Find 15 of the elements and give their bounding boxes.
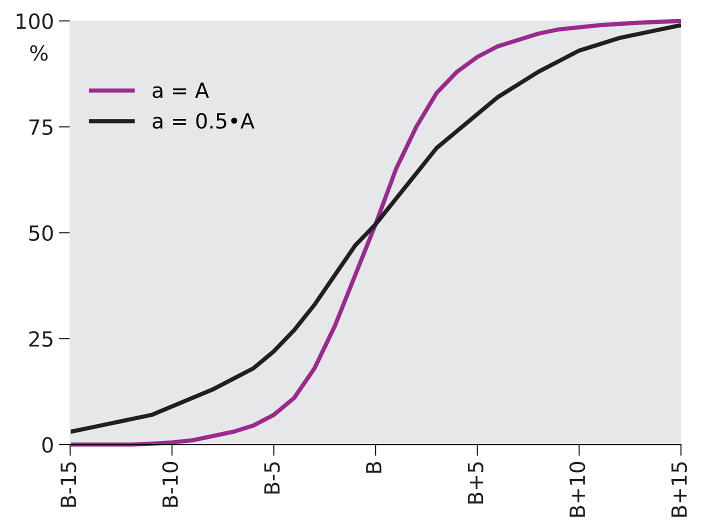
x-tick-label: B-5 <box>264 462 280 494</box>
legend-label: a = A <box>152 82 209 98</box>
y-tick-label: 25 <box>29 331 52 347</box>
y-axis-title: % <box>30 45 48 61</box>
x-tick-label: B <box>366 462 382 473</box>
y-tick-label: 75 <box>29 120 52 136</box>
x-tick-label: B-10 <box>162 462 178 507</box>
y-tick-label: 0 <box>42 437 53 453</box>
x-tick-label: B-15 <box>60 462 76 507</box>
legend-label: a = 0.5•A <box>152 112 254 129</box>
y-tick-label: 100 <box>16 13 53 30</box>
x-tick-label: B+10 <box>569 462 586 517</box>
x-tick-label: B+15 <box>672 462 687 517</box>
y-tick-label: 50 <box>29 225 53 241</box>
x-tick-label: B+5 <box>468 462 484 504</box>
